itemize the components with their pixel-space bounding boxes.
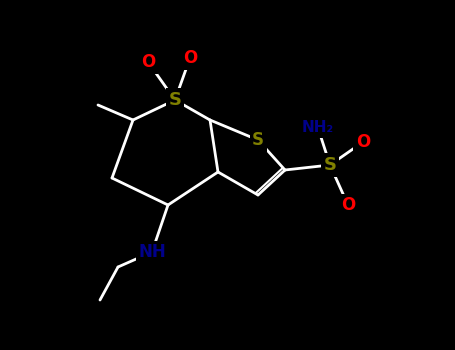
Text: O: O <box>183 49 197 67</box>
Text: S: S <box>324 156 337 174</box>
Text: NH₂: NH₂ <box>302 120 334 135</box>
Text: NH: NH <box>138 243 166 261</box>
Text: O: O <box>356 133 370 151</box>
Text: O: O <box>341 196 355 214</box>
Text: O: O <box>141 53 155 71</box>
Text: S: S <box>252 131 264 149</box>
Text: S: S <box>168 91 182 109</box>
